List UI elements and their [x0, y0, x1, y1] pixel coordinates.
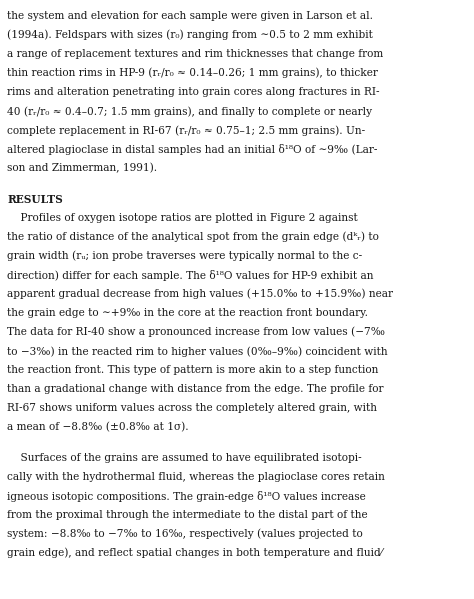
Text: than a gradational change with distance from the edge. The profile for: than a gradational change with distance … [7, 384, 383, 394]
Text: altered plagioclase in distal samples had an initial δ¹⁸O of ∼9‰ (Lar-: altered plagioclase in distal samples ha… [7, 144, 377, 155]
Text: RESULTS: RESULTS [7, 193, 63, 205]
Text: son and Zimmerman, 1991).: son and Zimmerman, 1991). [7, 163, 157, 174]
Text: grain edge), and reflect spatial changes in both temperature and fluid⁄: grain edge), and reflect spatial changes… [7, 548, 383, 558]
Text: rims and alteration penetrating into grain cores along fractures in RI-: rims and alteration penetrating into gra… [7, 87, 380, 97]
Text: The data for RI-40 show a pronounced increase from low values (−7‰: The data for RI-40 show a pronounced inc… [7, 327, 385, 337]
Text: complete replacement in RI-67 (rᵣ/r₀ ≈ 0.75–1; 2.5 mm grains). Un-: complete replacement in RI-67 (rᵣ/r₀ ≈ 0… [7, 125, 365, 135]
Text: direction) differ for each sample. The δ¹⁸O values for HP-9 exhibit an: direction) differ for each sample. The δ… [7, 270, 374, 281]
Text: igneous isotopic compositions. The grain-edge δ¹⁸O values increase: igneous isotopic compositions. The grain… [7, 491, 366, 502]
Text: 40 (rᵣ/r₀ ≈ 0.4–0.7; 1.5 mm grains), and finally to complete or nearly: 40 (rᵣ/r₀ ≈ 0.4–0.7; 1.5 mm grains), and… [7, 106, 372, 117]
Text: the reaction front. This type of pattern is more akin to a step function: the reaction front. This type of pattern… [7, 365, 378, 375]
Text: a mean of −8.8‰ (±0.8‰ at 1σ).: a mean of −8.8‰ (±0.8‰ at 1σ). [7, 422, 189, 432]
Text: a range of replacement textures and rim thicknesses that change from: a range of replacement textures and rim … [7, 49, 383, 59]
Text: grain width (rᵤ; ion probe traverses were typically normal to the c-: grain width (rᵤ; ion probe traverses wer… [7, 251, 362, 261]
Text: Profiles of oxygen isotope ratios are plotted in Figure 2 against: Profiles of oxygen isotope ratios are pl… [7, 213, 358, 223]
Text: cally with the hydrothermal fluid, whereas the plagioclase cores retain: cally with the hydrothermal fluid, where… [7, 471, 385, 482]
Text: system: −8.8‰ to −7‰ to 16‰, respectively (values projected to: system: −8.8‰ to −7‰ to 16‰, respectivel… [7, 529, 363, 539]
Text: from the proximal through the intermediate to the distal part of the: from the proximal through the intermedia… [7, 510, 368, 520]
Text: the grain edge to ∼+9‰ in the core at the reaction front boundary.: the grain edge to ∼+9‰ in the core at th… [7, 308, 368, 318]
Text: the ratio of distance of the analytical spot from the grain edge (dᵏᵣ) to: the ratio of distance of the analytical … [7, 232, 379, 242]
Text: the system and elevation for each sample were given in Larson et al.: the system and elevation for each sample… [7, 11, 373, 21]
Text: (1994a). Feldspars with sizes (r₀) ranging from ∼0.5 to 2 mm exhibit: (1994a). Feldspars with sizes (r₀) rangi… [7, 30, 373, 40]
Text: RI-67 shows uniform values across the completely altered grain, with: RI-67 shows uniform values across the co… [7, 403, 377, 413]
Text: apparent gradual decrease from high values (+15.0‰ to +15.9‰) near: apparent gradual decrease from high valu… [7, 289, 393, 300]
Text: thin reaction rims in HP-9 (rᵣ/r₀ ≈ 0.14–0.26; 1 mm grains), to thicker: thin reaction rims in HP-9 (rᵣ/r₀ ≈ 0.14… [7, 68, 378, 78]
Text: to −3‰) in the reacted rim to higher values (0‰–9‰) coincident with: to −3‰) in the reacted rim to higher val… [7, 346, 388, 356]
Text: Surfaces of the grains are assumed to have equilibrated isotopi-: Surfaces of the grains are assumed to ha… [7, 453, 362, 462]
